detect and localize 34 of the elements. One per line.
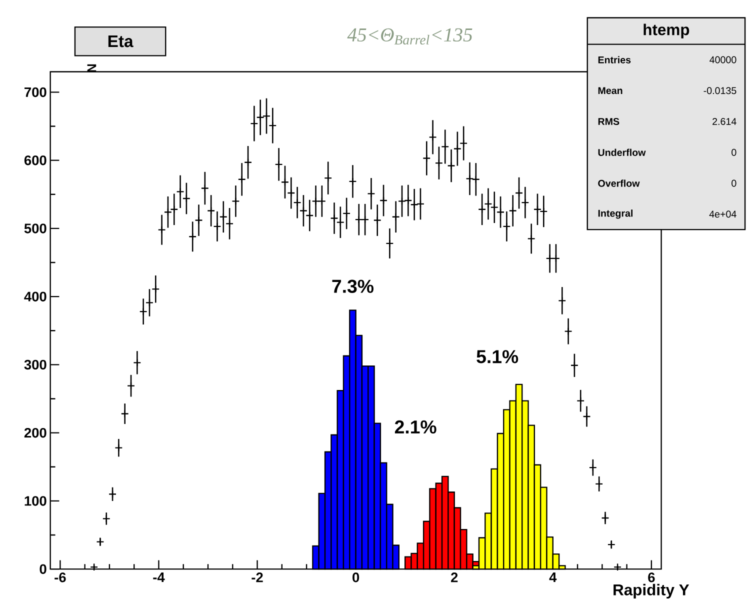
x-tick-label: 2 — [451, 572, 458, 582]
y-tick-label: 200 — [24, 428, 46, 438]
y-tick-label: 500 — [24, 224, 46, 234]
x-tick-label: 0 — [352, 572, 360, 582]
x-axis-title: Rapidity Y — [614, 584, 690, 599]
chart-subtitle: 45<Θ$_{Barrel}$<135 — [347, 28, 472, 45]
annotation: Integral — [598, 210, 632, 219]
y-tick-label: 700 — [24, 87, 46, 98]
y-tick-label: 0 — [40, 564, 46, 574]
y-tick-label: 400 — [24, 292, 46, 302]
y-tick-label: 300 — [24, 360, 46, 370]
text: -0.0135 — [704, 87, 736, 94]
annotation: 7.3% — [332, 280, 374, 293]
y-tick-label: 100 — [24, 496, 46, 506]
annotation: Mean — [598, 87, 622, 94]
text: 4e+04 — [709, 210, 736, 218]
text: 40000 — [710, 56, 736, 64]
annotation: Overflow — [598, 180, 640, 187]
text: Entries — [598, 56, 631, 64]
text: 0 — [732, 148, 736, 156]
chart-title: Eta — [108, 36, 134, 48]
annotation: 5.1% — [476, 350, 518, 364]
text: 2.614 — [712, 118, 736, 125]
x-tick-label: 6 — [648, 572, 655, 582]
x-tick-label: -2 — [252, 572, 263, 582]
x-tick-label: 4 — [549, 572, 557, 582]
y-tick-label: 600 — [24, 155, 46, 166]
x-tick-label: -4 — [153, 572, 165, 582]
text: htemp — [644, 24, 690, 38]
x-tick-label: -6 — [54, 572, 66, 582]
annotation: 2.1% — [394, 420, 436, 434]
annotation: Underflow — [598, 148, 646, 156]
text: 0 — [732, 180, 736, 187]
annotation: RMS — [598, 118, 620, 125]
